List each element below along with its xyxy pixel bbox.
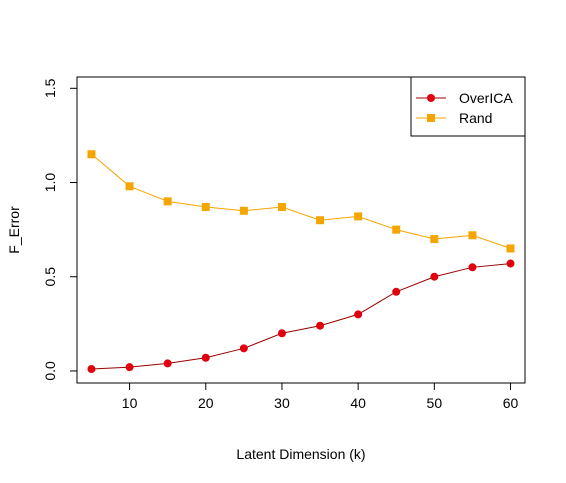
x-axis: 10 20 30 40 50 60 bbox=[122, 382, 519, 411]
data-point-overica bbox=[87, 365, 96, 374]
data-point-rand bbox=[468, 231, 477, 240]
data-point-overica bbox=[316, 321, 325, 330]
data-point-overica bbox=[125, 363, 134, 372]
series-rand bbox=[87, 150, 515, 253]
data-point-overica bbox=[392, 287, 401, 296]
x-tick-label: 10 bbox=[122, 395, 138, 411]
data-point-rand bbox=[201, 203, 210, 212]
data-point-rand bbox=[430, 235, 439, 244]
data-point-overica bbox=[468, 263, 477, 272]
data-point-rand bbox=[506, 244, 515, 253]
series-line-overica bbox=[91, 263, 511, 370]
x-tick-label: 30 bbox=[274, 395, 290, 411]
series-overica bbox=[87, 259, 515, 374]
legend-box bbox=[410, 76, 526, 137]
data-point-overica bbox=[277, 329, 286, 338]
data-point-rand bbox=[392, 225, 401, 234]
data-point-rand bbox=[125, 182, 134, 191]
y-axis-label: F_Error bbox=[6, 206, 22, 254]
legend: OverICA Rand bbox=[410, 76, 526, 137]
legend-marker-rand bbox=[427, 114, 435, 122]
x-tick-label: 50 bbox=[427, 395, 443, 411]
x-tick-label: 60 bbox=[503, 395, 519, 411]
legend-label-rand: Rand bbox=[459, 110, 492, 126]
series-layer bbox=[87, 150, 515, 374]
data-point-rand bbox=[87, 150, 96, 159]
series-line-rand bbox=[91, 153, 511, 249]
x-tick-label: 20 bbox=[198, 395, 214, 411]
x-tick-label: 40 bbox=[350, 395, 366, 411]
y-tick-label: 1.0 bbox=[42, 173, 58, 193]
data-point-rand bbox=[354, 212, 363, 221]
data-point-overica bbox=[201, 353, 210, 362]
legend-label-overica: OverICA bbox=[459, 90, 513, 106]
legend-marker-overica bbox=[427, 94, 435, 102]
data-point-overica bbox=[239, 344, 248, 353]
data-point-rand bbox=[277, 203, 286, 212]
y-tick-label: 0.5 bbox=[42, 267, 58, 287]
data-point-overica bbox=[354, 310, 363, 319]
data-point-overica bbox=[506, 259, 515, 268]
data-point-rand bbox=[239, 206, 248, 215]
data-point-overica bbox=[430, 272, 439, 281]
data-point-rand bbox=[316, 216, 325, 225]
y-tick-label: 1.5 bbox=[42, 78, 58, 98]
data-point-overica bbox=[163, 359, 172, 368]
y-axis: 0.0 0.5 1.0 1.5 bbox=[42, 78, 78, 381]
y-tick-label: 0.0 bbox=[42, 361, 58, 381]
x-axis-label: Latent Dimension (k) bbox=[236, 446, 365, 462]
data-point-rand bbox=[163, 197, 172, 206]
